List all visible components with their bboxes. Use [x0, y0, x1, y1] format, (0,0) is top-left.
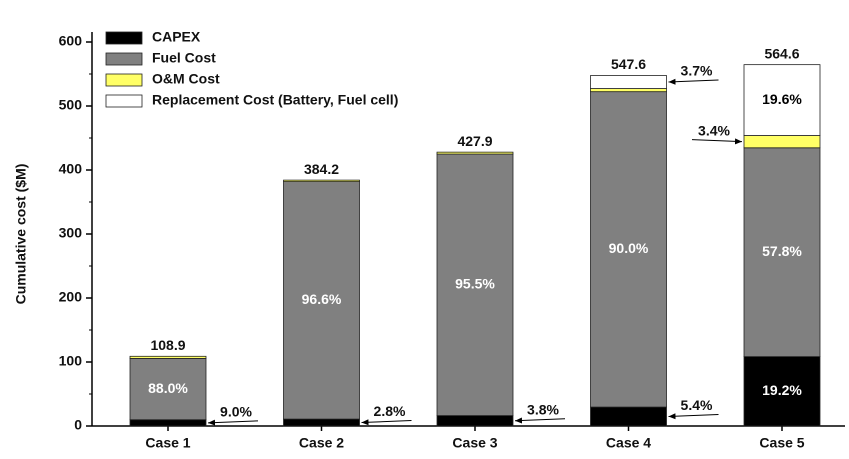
share-label: 88.0%	[148, 380, 188, 396]
total-label: 547.6	[611, 56, 646, 72]
x-tick-label: Case 1	[145, 435, 190, 451]
legend-swatch	[105, 31, 143, 45]
share-label: 3.4%	[698, 122, 730, 138]
y-tick-label: 300	[59, 225, 83, 241]
legend-label: O&M Cost	[152, 71, 220, 87]
share-label: 9.0%	[220, 404, 252, 420]
y-tick-label: 200	[59, 289, 83, 305]
share-arrow	[361, 419, 412, 426]
y-tick-label: 600	[59, 33, 83, 49]
x-tick-label: Case 3	[452, 435, 497, 451]
bar-segment	[743, 135, 821, 149]
share-arrow	[207, 419, 259, 426]
bar-segment	[590, 406, 667, 427]
share-label: 3.8%	[527, 401, 559, 417]
bar-segment	[743, 147, 821, 358]
y-tick-label: 0	[74, 417, 82, 433]
bar-segment	[129, 419, 207, 427]
share-label: 19.6%	[762, 91, 802, 107]
bar-segment	[283, 179, 360, 182]
share-label: 90.0%	[609, 240, 649, 256]
share-label: 95.5%	[455, 276, 495, 292]
share-label: 2.8%	[374, 403, 406, 419]
legend-label: CAPEX	[152, 29, 201, 45]
total-label: 564.6	[764, 45, 799, 61]
bar-segment	[436, 415, 514, 427]
bar-segment	[743, 64, 821, 136]
y-tick-label: 100	[59, 353, 83, 369]
bar-segment	[283, 181, 360, 420]
y-tick-label: 500	[59, 97, 83, 113]
share-arrow	[668, 78, 719, 85]
bar-segment	[590, 88, 667, 93]
share-arrow	[514, 417, 566, 424]
bar-segment	[436, 151, 514, 155]
bar-segment	[590, 91, 667, 408]
bar-segment	[743, 356, 821, 427]
total-label: 384.2	[304, 161, 339, 177]
share-label: 3.7%	[681, 63, 713, 79]
bar-segment	[283, 418, 360, 427]
legend-swatch	[105, 94, 143, 108]
legend-label: Fuel Cost	[152, 50, 216, 66]
legend-swatch	[105, 73, 143, 87]
x-tick-label: Case 4	[606, 435, 651, 451]
share-label: 19.2%	[762, 382, 802, 398]
total-label: 427.9	[457, 133, 492, 149]
bar-segment	[129, 358, 207, 421]
legend-label: Replacement Cost (Battery, Fuel cell)	[152, 92, 398, 108]
share-label: 96.6%	[302, 291, 342, 307]
x-tick-label: Case 2	[299, 435, 344, 451]
legend-swatch	[105, 52, 143, 66]
share-arrow	[668, 413, 719, 420]
y-tick-label: 400	[59, 161, 83, 177]
bar-segment	[129, 355, 207, 359]
share-label: 57.8%	[762, 243, 802, 259]
share-arrow	[691, 138, 743, 145]
share-label: 5.4%	[681, 397, 713, 413]
x-tick-label: Case 5	[759, 435, 804, 451]
total-label: 108.9	[150, 337, 185, 353]
y-axis-title: Cumulative cost ($M)	[13, 164, 29, 305]
bar-segment	[590, 75, 667, 89]
